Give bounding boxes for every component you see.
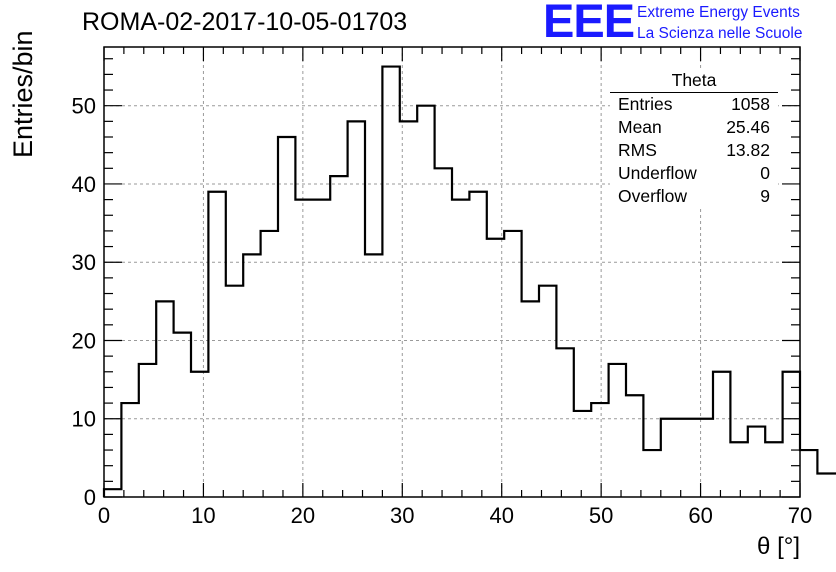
histogram-bin (643, 450, 660, 497)
y-tick-label: 50 (72, 94, 96, 119)
histogram-bin (696, 419, 713, 497)
histogram-bin (765, 442, 782, 497)
stats-value: 1058 (731, 94, 770, 114)
stats-box: Theta Entries 1058 Mean 25.46 RMS 13.82 … (610, 70, 778, 208)
histogram-bin (382, 67, 399, 497)
x-tick-label: 70 (788, 503, 812, 528)
stats-row-mean: Mean 25.46 (610, 116, 778, 139)
histogram-bin (348, 121, 365, 497)
stats-value: 9 (760, 186, 770, 206)
histogram-bin (678, 419, 695, 497)
histogram-bin (121, 403, 138, 497)
y-tick-label: 20 (72, 328, 96, 353)
x-tick-label: 40 (489, 503, 513, 528)
x-axis-label: θ [°] (757, 533, 800, 560)
histogram-bin (504, 231, 521, 497)
stats-value: 25.46 (726, 117, 770, 137)
y-tick-label: 40 (72, 172, 96, 197)
histogram-bin (435, 168, 452, 497)
stats-value: 0 (760, 163, 770, 183)
stats-label: Mean (618, 117, 662, 137)
histogram-bin (261, 231, 278, 497)
histogram-bin (452, 200, 469, 497)
histogram-bin (226, 286, 243, 497)
histogram-bin (295, 200, 312, 497)
stats-label: Entries (618, 94, 673, 114)
histogram-bin (522, 301, 539, 497)
histogram-bin (609, 364, 626, 497)
histogram-bin (730, 442, 747, 497)
histogram-bin (539, 286, 556, 497)
histogram-bin (174, 333, 191, 497)
histogram-bin (417, 106, 434, 497)
histogram-line (102, 65, 836, 497)
y-tick-label: 10 (72, 407, 96, 432)
histogram-bin (191, 372, 208, 497)
x-tick-label: 10 (191, 503, 215, 528)
histogram-bin (278, 137, 295, 497)
stats-label: Overflow (618, 186, 688, 206)
histogram-bin (574, 411, 591, 497)
histogram-bin (661, 419, 678, 497)
plot-frame (103, 46, 801, 498)
histogram-bin (400, 121, 417, 497)
histogram-bin (817, 474, 834, 497)
histogram-bin (800, 450, 817, 497)
stats-row-rms: RMS 13.82 (610, 139, 778, 162)
histogram-bin (104, 489, 121, 497)
histogram-bin (313, 200, 330, 497)
histogram-bin (208, 192, 225, 497)
y-tick-label: 30 (72, 250, 96, 275)
stats-label: RMS (618, 140, 657, 160)
stats-row-overflow: Overflow 9 (610, 185, 778, 208)
histogram-bin (139, 364, 156, 497)
histogram-bin (713, 372, 730, 497)
histogram-bin (469, 192, 486, 497)
x-tick-label: 60 (688, 503, 712, 528)
stats-label: Underflow (618, 163, 697, 183)
x-tick-label: 30 (390, 503, 414, 528)
histogram-bin (330, 176, 347, 497)
histogram-bin (591, 403, 608, 497)
histogram-bin (748, 427, 765, 497)
chart-title: ROMA-02-2017-10-05-01703 (82, 8, 408, 36)
x-tick-label: 0 (98, 503, 110, 528)
logo-line-1: Extreme Energy Events (637, 4, 800, 21)
histogram-bin (156, 301, 173, 497)
y-tick-label: 0 (84, 485, 96, 510)
histogram-bin (556, 348, 573, 497)
logo-line-2: La Scienza nelle Scuole (637, 25, 803, 42)
y-axis-label: Entries/bin (8, 30, 38, 158)
histogram-bin (626, 395, 643, 497)
eee-logo: EEE (543, 0, 635, 47)
stats-title: Theta (610, 70, 778, 93)
histogram-bin (487, 239, 504, 497)
stats-row-entries: Entries 1058 (610, 93, 778, 116)
x-tick-label: 50 (589, 503, 613, 528)
stats-row-underflow: Underflow 0 (610, 162, 778, 185)
histogram-bin (243, 254, 260, 497)
histogram-bin (365, 254, 382, 497)
x-tick-label: 20 (291, 503, 315, 528)
stats-value: 13.82 (726, 140, 770, 160)
